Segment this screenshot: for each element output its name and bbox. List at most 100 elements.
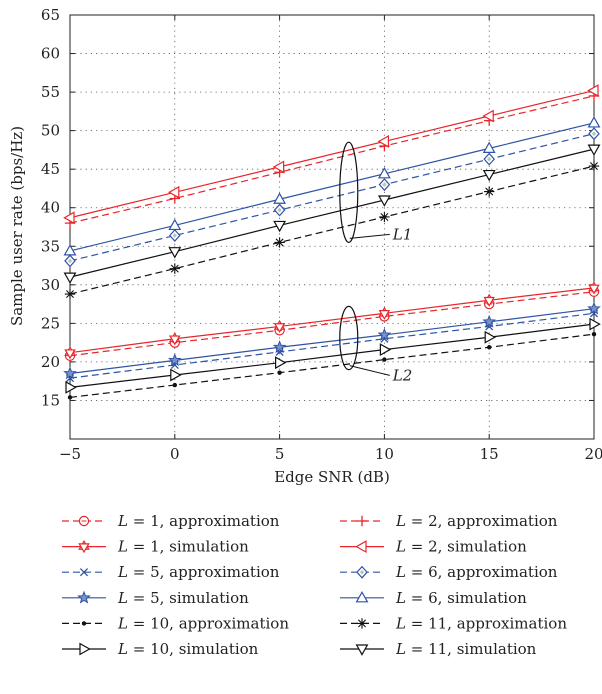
legend: L = 1, approximation L = 2, approximation…	[62, 512, 567, 658]
data-point	[587, 116, 601, 128]
data-point	[377, 195, 391, 207]
data-point	[588, 160, 600, 172]
legend-label: L = 10, simulation	[117, 640, 259, 658]
series-5	[65, 309, 599, 383]
y-tick-label: 20	[41, 353, 60, 371]
data-point	[273, 220, 287, 233]
legend-swatch-marker	[78, 515, 90, 527]
series-6	[64, 127, 600, 268]
callout-line	[349, 365, 390, 376]
legend-item: L = 1, simulation	[62, 538, 249, 556]
data-point	[589, 317, 601, 331]
series-2	[64, 90, 600, 229]
x-tick-label: 0	[170, 445, 180, 463]
legend-label: L = 1, simulation	[117, 538, 249, 556]
data-point	[170, 368, 182, 382]
data-point	[274, 237, 285, 248]
legend-label: L = 6, approximation	[395, 563, 558, 581]
series-line	[69, 333, 595, 398]
data-point	[587, 301, 601, 315]
data-point	[168, 247, 182, 259]
data-point	[378, 178, 391, 192]
data-point	[484, 186, 495, 197]
x-axis-label: Edge SNR (dB)	[274, 468, 390, 486]
data-point	[167, 185, 180, 199]
annotation-label: L1	[392, 225, 413, 243]
y-tick-label: 65	[41, 6, 60, 24]
data-point	[169, 332, 181, 346]
data-point	[273, 192, 287, 204]
series-8	[63, 116, 601, 256]
y-tick-label: 50	[41, 122, 60, 140]
legend-item: L = 5, simulation	[62, 589, 249, 607]
data-point	[377, 327, 392, 341]
data-point	[377, 166, 391, 179]
data-point	[587, 84, 599, 97]
annotation: L2	[339, 305, 412, 384]
data-point	[379, 343, 392, 357]
annotation: L1	[339, 141, 413, 243]
legend-item: L = 1, approximation	[62, 512, 280, 530]
data-point	[482, 314, 497, 328]
series-line	[69, 323, 595, 388]
series-line	[69, 291, 595, 357]
legend-swatch-marker	[356, 618, 368, 629]
series-1	[64, 286, 600, 361]
series-group	[63, 84, 601, 400]
data-point	[172, 382, 177, 388]
grid	[70, 15, 594, 439]
series-line	[69, 122, 595, 252]
series-line	[69, 133, 595, 262]
legend-swatch-marker	[81, 621, 87, 626]
y-tick-label: 35	[41, 237, 60, 255]
data-point	[273, 319, 286, 334]
legend-label: L = 11, approximation	[395, 614, 567, 632]
legend-swatch-marker	[356, 565, 368, 579]
y-tick-label: 15	[41, 391, 60, 409]
x-tick-label: 20	[584, 445, 602, 463]
data-point	[64, 254, 76, 268]
series-line	[69, 312, 595, 379]
y-tick-label: 30	[41, 276, 60, 294]
legend-label: L = 5, approximation	[117, 563, 280, 581]
legend-swatch-marker	[355, 644, 369, 656]
series-4	[63, 84, 599, 225]
data-point	[588, 281, 600, 295]
data-point	[67, 395, 73, 400]
x-tick-label: −5	[59, 445, 81, 463]
data-point	[273, 203, 286, 217]
plot-frame	[69, 14, 595, 440]
data-point	[64, 346, 76, 360]
data-point	[277, 370, 282, 375]
y-tick-label: 40	[41, 199, 60, 217]
data-point	[63, 272, 77, 284]
data-point	[482, 109, 494, 123]
series-11	[65, 317, 601, 394]
legend-label: L = 10, approximation	[117, 614, 289, 632]
legend-item: L = 5, approximation	[62, 563, 280, 581]
data-point	[379, 211, 390, 223]
data-point	[168, 218, 182, 231]
legend-swatch-marker	[79, 568, 89, 577]
data-point	[378, 306, 391, 320]
series-10	[64, 160, 600, 300]
legend-swatch-marker	[355, 540, 367, 554]
y-tick-label: 60	[41, 45, 60, 63]
group-ellipse	[339, 305, 359, 371]
data-point	[377, 135, 389, 148]
series-7	[63, 301, 601, 380]
data-point	[483, 293, 495, 307]
series-line	[69, 89, 595, 219]
data-point	[272, 160, 285, 174]
data-point	[487, 345, 492, 350]
data-point	[482, 141, 496, 153]
legend-swatch-marker	[356, 515, 368, 527]
series-line	[69, 287, 595, 354]
legend-item: L = 2, approximation	[340, 512, 558, 530]
series-line	[69, 95, 595, 224]
legend-label: L = 6, simulation	[395, 589, 527, 607]
legend-label: L = 11, simulation	[395, 640, 537, 658]
data-point	[169, 263, 181, 274]
legend-swatch-marker	[78, 540, 90, 554]
